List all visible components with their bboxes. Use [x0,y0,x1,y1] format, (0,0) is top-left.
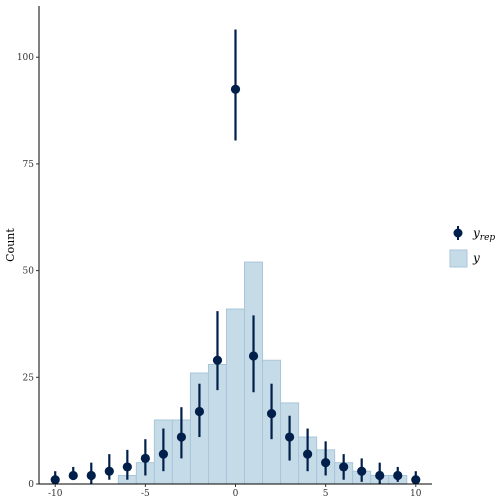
data-point [140,453,150,463]
data-point [339,462,349,472]
legend-item-y: y [449,249,480,268]
legend-label-y: y [472,251,480,265]
data-point [411,475,421,485]
y-axis-title: Count [4,228,17,262]
data-point [50,475,60,485]
data-point [68,470,78,481]
legend-yrep-main: y [472,226,480,240]
data-point [321,458,331,468]
data-point [158,449,168,459]
legend: yrep y [449,226,495,268]
legend-y-swatch [449,249,468,268]
legend-item-yrep: yrep [453,226,495,243]
data-point [212,355,223,365]
data-point [176,432,187,442]
data-point [266,408,277,419]
x-ticks: -10 -5 0 5 10 [48,484,422,499]
x-tick-label: -10 [48,489,63,499]
data-point [122,462,132,472]
legend-yrep-subscript: rep [480,233,496,243]
y-tick-label: 0 [28,480,34,490]
y-tick-label: 100 [17,53,34,63]
y-tick-label: 50 [23,267,35,277]
data-point [248,351,259,361]
data-point [86,470,96,481]
point-ranges [50,29,421,485]
x-tick-label: -5 [141,489,150,499]
data-point [284,432,295,442]
histogram-bar [225,308,246,485]
legend-label-yrep: yrep [472,226,495,243]
y-tick-label: 25 [23,373,35,383]
data-point [375,470,385,481]
data-point [303,449,313,459]
data-point [104,466,114,476]
x-tick-label: 10 [410,489,422,499]
x-tick-label: 0 [233,489,239,499]
data-point [194,406,205,417]
data-point [230,84,241,94]
x-tick-label: 5 [323,489,329,499]
y-tick-label: 75 [23,160,35,170]
y-ticks: 0 25 50 75 100 [17,53,39,490]
data-point [393,470,403,481]
data-point [357,466,367,476]
legend-yrep-point [453,228,463,238]
